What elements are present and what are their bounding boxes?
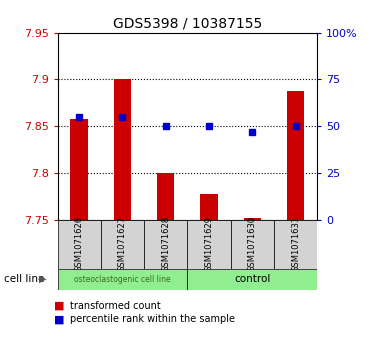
Bar xyxy=(157,173,174,220)
Bar xyxy=(58,220,101,269)
Bar xyxy=(231,220,274,269)
Text: GSM1071630: GSM1071630 xyxy=(248,216,257,272)
Text: transformed count: transformed count xyxy=(70,301,161,311)
Text: ■: ■ xyxy=(54,314,65,325)
Bar xyxy=(101,220,144,269)
Bar xyxy=(200,194,218,220)
Bar xyxy=(187,220,231,269)
Title: GDS5398 / 10387155: GDS5398 / 10387155 xyxy=(113,16,262,30)
Bar xyxy=(274,220,317,269)
Bar xyxy=(187,269,317,290)
Text: ▶: ▶ xyxy=(39,274,46,284)
Bar xyxy=(58,269,187,290)
Text: GSM1071627: GSM1071627 xyxy=(118,216,127,272)
Text: cell line: cell line xyxy=(4,274,44,284)
Bar xyxy=(144,220,187,269)
Bar xyxy=(70,119,88,220)
Bar xyxy=(114,79,131,220)
Bar xyxy=(244,218,261,220)
Text: GSM1071628: GSM1071628 xyxy=(161,216,170,272)
Bar xyxy=(287,91,304,220)
Text: percentile rank within the sample: percentile rank within the sample xyxy=(70,314,236,325)
Text: GSM1071626: GSM1071626 xyxy=(75,216,83,272)
Text: GSM1071629: GSM1071629 xyxy=(204,216,213,272)
Text: GSM1071631: GSM1071631 xyxy=(291,216,300,272)
Text: osteoclastogenic cell line: osteoclastogenic cell line xyxy=(74,275,171,284)
Text: ■: ■ xyxy=(54,301,65,311)
Text: control: control xyxy=(234,274,270,284)
